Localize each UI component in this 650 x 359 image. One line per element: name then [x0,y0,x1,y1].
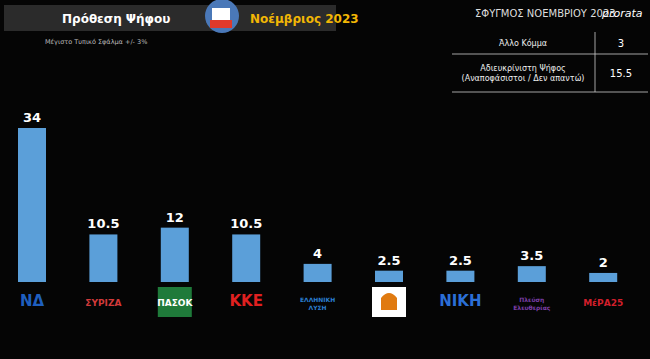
data-label: 12 [166,210,184,225]
table-label: Αδιευκρίνιστη Ψήφος [480,64,565,73]
bar [161,228,189,282]
category-label: ΚΚΕ [229,292,263,310]
survey-name: ΣΦΥΓΜΟΣ ΝΟΕΜΒΡΙΟΥ 2023 [475,8,616,19]
logo-helmet [381,293,397,310]
bar [18,128,46,282]
bars [18,128,617,282]
chart-root: Πρόθεση Ψήφου Νοέμβριος 2023 Μέγιστο Τυπικ… [0,0,650,359]
table-label: (Αναποφάσιστοι / Δεν απαντώ) [462,73,585,83]
header-icon-box [210,20,232,28]
category-label: ΝΙΚΗ [439,292,481,310]
category-label: ΠΑΣΟΚ [157,298,193,308]
category-label: ΛΥΣΗ [309,304,327,311]
data-label: 3.5 [520,248,543,263]
logo-box [372,287,406,317]
bar [589,273,617,282]
category-label: ΜέΡΑ25 [583,298,623,308]
data-label: 2.5 [377,253,400,268]
bar [446,271,474,282]
category-label: ΕΛΛΗΝΙΚΗ [300,296,335,303]
category-label: Πλεύση [519,296,544,304]
table-line [452,92,648,93]
data-label: 10.5 [87,216,119,231]
bar [375,271,403,282]
data-label: 2.5 [449,253,472,268]
table-line [452,54,648,55]
table-value: 15.5 [610,68,632,79]
category-label: ΣΥΡΙΖΑ [85,298,121,308]
header-icon-paper [212,8,230,22]
title: Πρόθεση Ψήφου [62,12,170,26]
category-label: ΝΔ [20,292,45,310]
chart: Πρόθεση Ψήφου Νοέμβριος 2023 Μέγιστο Τυπικ… [0,0,650,359]
category-label: Ελευθερίας [513,304,551,312]
bar [518,266,546,282]
data-label: 10.5 [230,216,262,231]
bar [304,264,332,282]
data-label: 4 [313,246,322,261]
data-label: 34 [23,110,41,125]
subtitle: Νοέμβριος 2023 [250,12,359,26]
background [0,0,650,359]
table-label: Άλλο Κόμμα [499,38,547,48]
bar [89,234,117,282]
bar [232,234,260,282]
header-icon [205,0,239,33]
table-divider [595,32,596,54]
data-label: 2 [599,255,608,270]
table-value: 3 [618,38,624,49]
brand: prorata [601,7,643,20]
table-divider [595,54,596,92]
margin-note: Μέγιστο Τυπικό Σφάλμα +/- 3% [45,38,147,46]
